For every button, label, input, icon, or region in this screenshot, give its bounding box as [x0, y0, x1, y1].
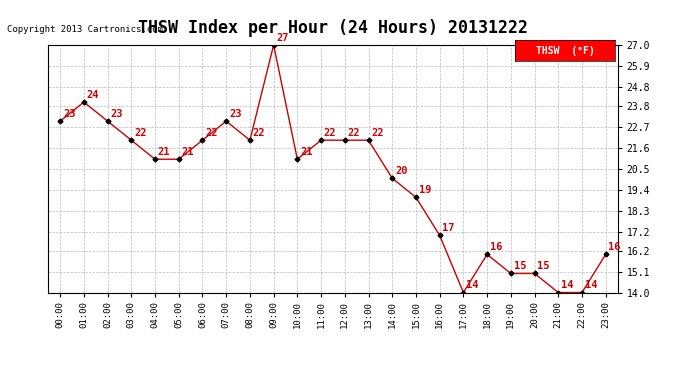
Text: 22: 22: [348, 128, 360, 138]
Text: 21: 21: [181, 147, 194, 157]
Text: 23: 23: [110, 109, 123, 119]
Text: 22: 22: [205, 128, 218, 138]
Text: 15: 15: [538, 261, 550, 271]
Text: 17: 17: [442, 223, 455, 233]
Text: 14: 14: [561, 280, 573, 290]
Text: 23: 23: [229, 109, 242, 119]
Text: 16: 16: [609, 242, 621, 252]
Text: 20: 20: [395, 166, 408, 176]
Text: 22: 22: [324, 128, 336, 138]
Text: 15: 15: [513, 261, 526, 271]
Text: 23: 23: [63, 109, 75, 119]
Text: 19: 19: [419, 185, 431, 195]
Text: 27: 27: [277, 33, 289, 43]
Text: 14: 14: [584, 280, 598, 290]
Text: 16: 16: [490, 242, 502, 252]
Text: 14: 14: [466, 280, 479, 290]
Text: 22: 22: [134, 128, 146, 138]
Title: THSW Index per Hour (24 Hours) 20131222: THSW Index per Hour (24 Hours) 20131222: [138, 19, 528, 37]
Text: 22: 22: [371, 128, 384, 138]
Text: Copyright 2013 Cartronics.com: Copyright 2013 Cartronics.com: [7, 25, 163, 34]
Text: 24: 24: [87, 90, 99, 100]
Text: 21: 21: [300, 147, 313, 157]
Text: 21: 21: [158, 147, 170, 157]
Text: 22: 22: [253, 128, 265, 138]
